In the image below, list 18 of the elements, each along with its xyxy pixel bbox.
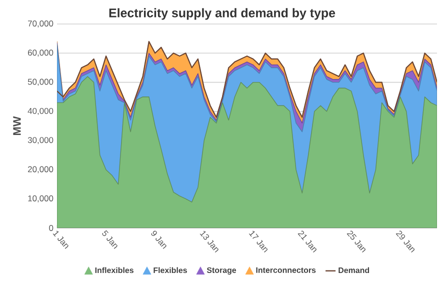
y-tick-label: 40,000 — [28, 108, 54, 115]
x-tick-label: 5 Jan — [102, 230, 118, 249]
x-tick-label: 25 Jan — [346, 230, 366, 253]
x-tick-label: 1 Jan — [52, 230, 68, 249]
y-tick-label: 60,000 — [28, 50, 54, 57]
x-tick-label: 9 Jan — [151, 230, 166, 249]
x-tick-label: 17 Jan — [248, 230, 268, 252]
y-tick-label: 10,000 — [28, 195, 54, 202]
y-tick-label: 0 — [49, 225, 54, 231]
y-tick-label: 50,000 — [28, 78, 54, 86]
y-tick-label: 30,000 — [28, 137, 54, 144]
chart-title: Electricity supply and demand by type — [109, 8, 336, 20]
x-tick-label: 21 Jan — [298, 230, 316, 253]
x-tick-label: 13 Jan — [200, 230, 218, 253]
y-axis-title: MW — [13, 116, 21, 136]
y-tick-label: 70,000 — [28, 20, 54, 28]
x-tick-label: 29 Jan — [396, 230, 415, 253]
y-tick-label: 20,000 — [28, 166, 54, 174]
